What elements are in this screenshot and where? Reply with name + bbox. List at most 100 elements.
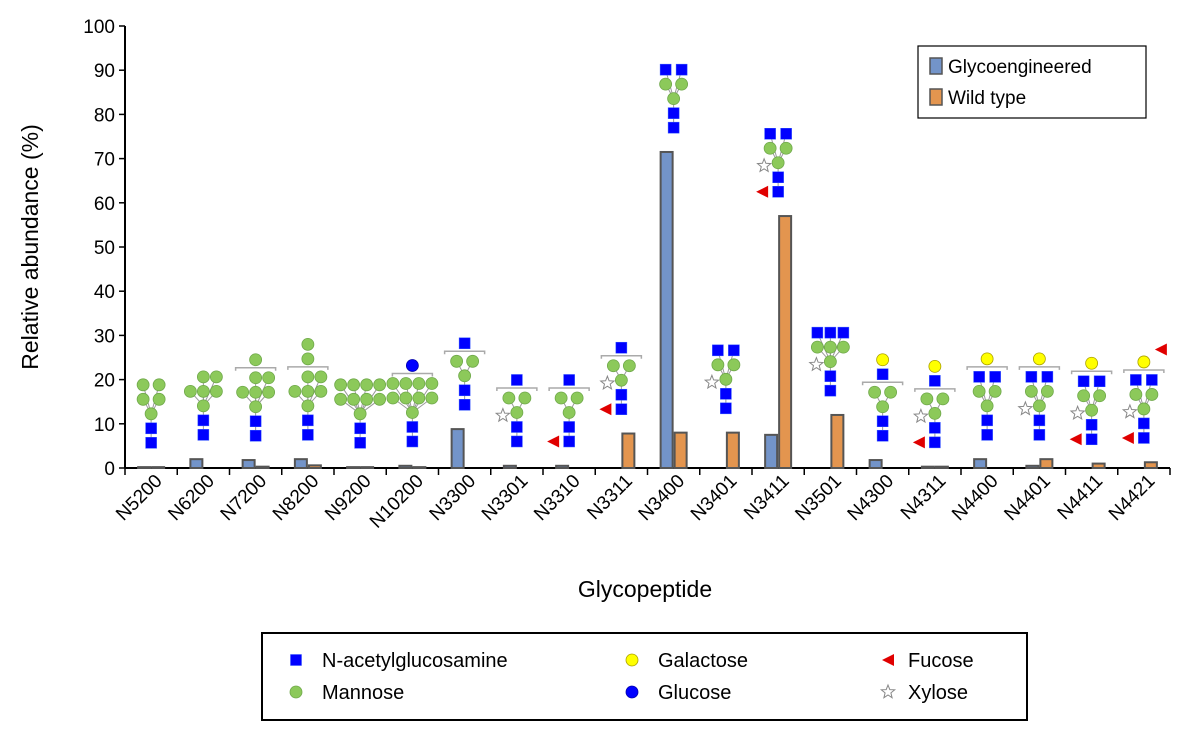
mannose-icon	[928, 406, 942, 420]
mannose-icon	[659, 77, 673, 91]
xylose-icon	[599, 374, 616, 391]
mannose-icon	[779, 141, 793, 155]
bar-glycoengineered	[398, 464, 413, 470]
mannose-icon	[884, 385, 898, 399]
mannose-icon	[606, 359, 620, 373]
galactose-icon	[1032, 352, 1046, 366]
symbol-legend-label: Mannose	[322, 682, 404, 704]
x-tick-label: N6200	[164, 471, 218, 525]
mannose-icon	[980, 399, 994, 413]
mannose-icon	[399, 391, 413, 405]
xylose-icon	[703, 373, 720, 390]
y-tick-label: 20	[94, 371, 115, 392]
glcnac-icon	[824, 326, 837, 339]
y-tick-label: 60	[94, 194, 115, 215]
glcnac-icon	[354, 422, 366, 435]
mannose-icon	[386, 391, 400, 405]
category-group: N4421	[1105, 343, 1167, 525]
glcnac-icon	[824, 384, 837, 397]
glycan-structure	[183, 370, 223, 441]
mannose-icon	[675, 77, 689, 91]
bar-wild-type	[830, 413, 845, 469]
glycan-structure	[494, 374, 538, 448]
y-tick-label: 70	[94, 150, 115, 171]
bar-wild-type	[1091, 462, 1106, 469]
bar-wild-type	[151, 466, 166, 469]
category-group: N4401	[1000, 352, 1061, 525]
bar-wild-type	[621, 432, 636, 469]
mannose-icon	[360, 378, 374, 392]
mannose-icon	[458, 369, 472, 383]
glcnac-icon	[290, 654, 302, 666]
x-tick-label: N4300	[844, 471, 898, 525]
glycan-structure	[861, 353, 904, 442]
bar-glycoengineered	[241, 459, 256, 470]
mannose-icon	[988, 384, 1002, 398]
y-tick-label: 30	[94, 326, 115, 347]
glycan-structure	[808, 326, 850, 397]
mannose-icon	[810, 340, 824, 354]
glcnac-icon	[1085, 433, 1098, 446]
mannose-icon	[249, 353, 263, 367]
bar-glycoengineered	[502, 464, 517, 470]
y-tick-label: 90	[94, 61, 115, 82]
category-group: N4300	[844, 353, 904, 525]
mannose-icon	[614, 373, 628, 387]
bar-glycoengineered	[920, 465, 935, 470]
galactose-icon	[1085, 356, 1099, 370]
glcnac-icon	[981, 429, 993, 441]
glycan-structure	[1121, 343, 1167, 444]
y-tick-label: 40	[94, 282, 115, 303]
mannose-icon	[823, 340, 837, 354]
glycan-structure	[1069, 356, 1113, 446]
glcnac-icon	[197, 429, 210, 441]
glcnac-icon	[720, 402, 732, 415]
mannose-icon	[249, 400, 263, 414]
glcnac-icon	[563, 435, 575, 448]
bar-wild-type	[778, 215, 793, 469]
glycan-structure	[547, 374, 590, 448]
fucose-icon	[547, 435, 560, 448]
symbol-legend-label: Galactose	[658, 650, 748, 672]
glcnac-icon	[837, 326, 850, 339]
glcnac-icon	[667, 107, 680, 119]
fucose-icon	[1121, 431, 1134, 444]
mannose-icon	[289, 685, 303, 699]
category-group: N3501	[791, 326, 850, 525]
glcnac-icon	[458, 399, 471, 411]
glcnac-icon	[563, 374, 575, 386]
mannose-icon	[823, 355, 837, 369]
xylose-icon	[494, 407, 511, 423]
glcnac-icon	[354, 437, 366, 449]
y-tick-label: 0	[104, 459, 115, 480]
legend-swatch-0	[929, 57, 943, 75]
category-group: N3400	[635, 63, 689, 525]
mannose-icon	[763, 141, 777, 155]
x-tick-label: N3311	[583, 471, 636, 524]
glycan-bracket	[496, 387, 538, 391]
glycan-bracket	[966, 366, 1008, 370]
xylose-icon	[912, 408, 929, 424]
mannose-icon	[152, 378, 166, 392]
mannose-icon	[836, 340, 850, 354]
fucose-icon	[756, 185, 769, 198]
y-tick-label: 80	[94, 105, 115, 126]
bar-glycoengineered	[659, 150, 674, 469]
x-tick-label: N3310	[530, 471, 584, 525]
glcnac-icon	[302, 429, 314, 441]
mannose-icon	[236, 385, 250, 399]
category-group: N3310	[530, 374, 590, 525]
glycan-structure	[966, 352, 1008, 441]
glcnac-icon	[1077, 375, 1090, 388]
bar-glycoengineered	[189, 458, 204, 470]
glcnac-icon	[615, 403, 628, 415]
glcnac-icon	[406, 421, 419, 433]
legend-label: Wild type	[948, 88, 1026, 109]
glycan-structure	[659, 63, 689, 134]
symbol-legend-label: Xylose	[908, 682, 968, 704]
glcnac-icon	[1138, 417, 1150, 430]
mannose-icon	[373, 392, 387, 406]
category-group: N8200	[269, 337, 329, 525]
glycan-structure	[599, 341, 643, 416]
